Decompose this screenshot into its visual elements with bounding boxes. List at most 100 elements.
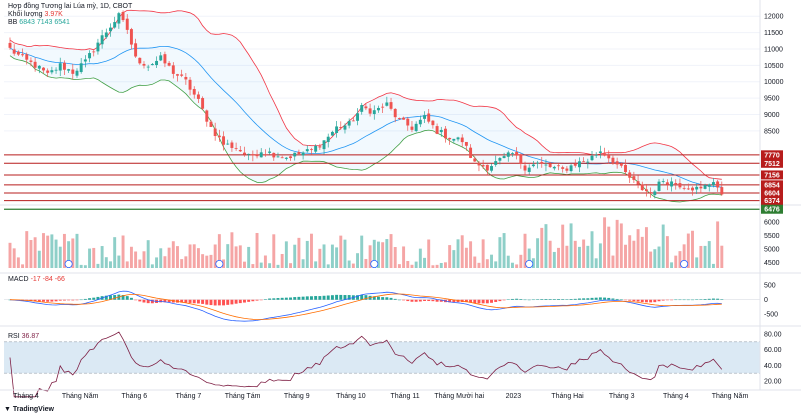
price-legend: Hợp đồng Tương lai Lúa mỳ, 1D, CBOT Khối…: [8, 3, 132, 27]
candle-body: [607, 155, 611, 159]
price-level-tag-label: 7156: [764, 172, 780, 179]
macd-histogram-bar: [598, 297, 602, 300]
volume-axis-tick-label: 4500: [764, 260, 780, 267]
volume-bar: [510, 262, 514, 268]
volume-bar: [540, 227, 544, 268]
volume-bar: [209, 254, 213, 268]
macd-histogram-bar: [75, 299, 79, 301]
volume-bar: [427, 239, 431, 268]
candle-body: [377, 107, 380, 111]
macd-axis-tick-label: -500: [764, 312, 778, 319]
candle-body: [695, 186, 699, 190]
bb-legend: BB 6843 7143 6541: [8, 19, 132, 27]
macd-histogram-bar: [649, 299, 653, 303]
candle-body: [104, 32, 108, 38]
price-level-tag-label: 6854: [764, 182, 780, 189]
macd-histogram-bar: [71, 299, 75, 301]
volume-bar: [393, 247, 397, 268]
price-axis-tick-label: 11500: [764, 30, 783, 37]
macd-histogram-bar: [310, 296, 313, 300]
candle-body: [540, 161, 544, 164]
candle-body: [129, 29, 133, 45]
macd-histogram-bar: [418, 299, 422, 302]
volume-bar: [268, 263, 272, 268]
candle-body: [167, 62, 171, 66]
volume-bar: [649, 251, 653, 268]
macd-line: [9, 290, 722, 322]
macd-histogram-bar: [469, 299, 473, 303]
volume-bar: [188, 244, 192, 268]
volume-bar: [603, 217, 607, 268]
bb-lower-value: 6541: [54, 19, 70, 26]
macd-histogram-bar: [163, 299, 167, 303]
candle-body: [439, 129, 443, 133]
candle-body: [330, 131, 334, 136]
bb-label: BB: [8, 19, 18, 26]
macd-histogram-bar: [431, 299, 435, 302]
candle-body: [473, 158, 477, 162]
volume-bar: [519, 254, 523, 268]
volume-bar: [619, 223, 623, 268]
x-axis-tick-label: Tháng Mười hai: [434, 393, 484, 400]
macd-histogram-bar: [314, 296, 318, 300]
price-level-tag-label: 7512: [764, 161, 780, 168]
volume-bar: [406, 261, 410, 268]
macd-histogram-bar: [527, 299, 531, 301]
volume-bar: [104, 257, 108, 268]
chart-title: Hợp đồng Tương lai Lúa mỳ, 1D, CBOT: [8, 3, 133, 10]
candle-body: [150, 64, 154, 66]
volume-bar: [12, 248, 16, 268]
macd-histogram-bar: [222, 299, 226, 306]
candle-body: [16, 51, 20, 55]
candle-body: [548, 163, 552, 168]
candle-body: [402, 117, 406, 120]
x-axis-tick-label: Tháng Năm: [62, 393, 99, 400]
candle-body: [372, 110, 376, 115]
macd-histogram-bar: [515, 298, 519, 300]
candle-body: [628, 172, 632, 178]
candle-body: [171, 65, 175, 74]
candle-body: [435, 126, 439, 134]
candle-body: [594, 154, 598, 156]
rsi-axis-tick-label: 40.00: [764, 363, 782, 370]
volume-bar: [372, 239, 376, 268]
volume-bar: [46, 235, 50, 268]
volume-bar: [368, 245, 372, 268]
candle-body: [71, 69, 75, 74]
volume-bar: [590, 231, 594, 268]
event-marker-icon: [215, 259, 224, 268]
volume-bar: [167, 247, 171, 268]
price-axis-tick-label: 10000: [764, 79, 784, 86]
volume-bar: [678, 251, 682, 268]
volume-bar: [50, 234, 54, 268]
candle-body: [8, 42, 12, 48]
candle-body: [155, 60, 159, 66]
volume-bar: [720, 245, 724, 268]
macd-histogram-bar: [138, 299, 142, 302]
macd-histogram-bar: [665, 299, 669, 301]
macd-histogram-bar: [636, 299, 640, 302]
volume-bar: [653, 249, 657, 268]
volume-bar: [674, 255, 678, 268]
macd-histogram-bar: [201, 299, 205, 304]
macd-histogram-bar: [711, 298, 715, 300]
volume-bar: [544, 224, 548, 268]
macd-signal-value: -66: [54, 276, 65, 283]
candle-body: [552, 166, 556, 169]
volume-axis-tick-label: 6000: [764, 219, 780, 226]
volume-bar: [339, 235, 343, 268]
candle-body: [50, 70, 54, 73]
brand-text: TradingView: [12, 406, 54, 413]
brand-logo[interactable]: ▼ TradingView: [4, 406, 54, 413]
candle-body: [314, 145, 318, 152]
x-axis-tick-label: Tháng 6: [121, 393, 147, 400]
candle-body: [230, 142, 234, 148]
macd-histogram-bar: [628, 299, 632, 301]
candle-body: [247, 153, 251, 155]
candle-body: [577, 161, 581, 168]
macd-histogram-bar: [682, 299, 686, 301]
candle-body: [96, 42, 100, 52]
candle-body: [33, 61, 37, 68]
macd-histogram-bar: [519, 299, 523, 300]
volume-bar: [134, 251, 138, 268]
